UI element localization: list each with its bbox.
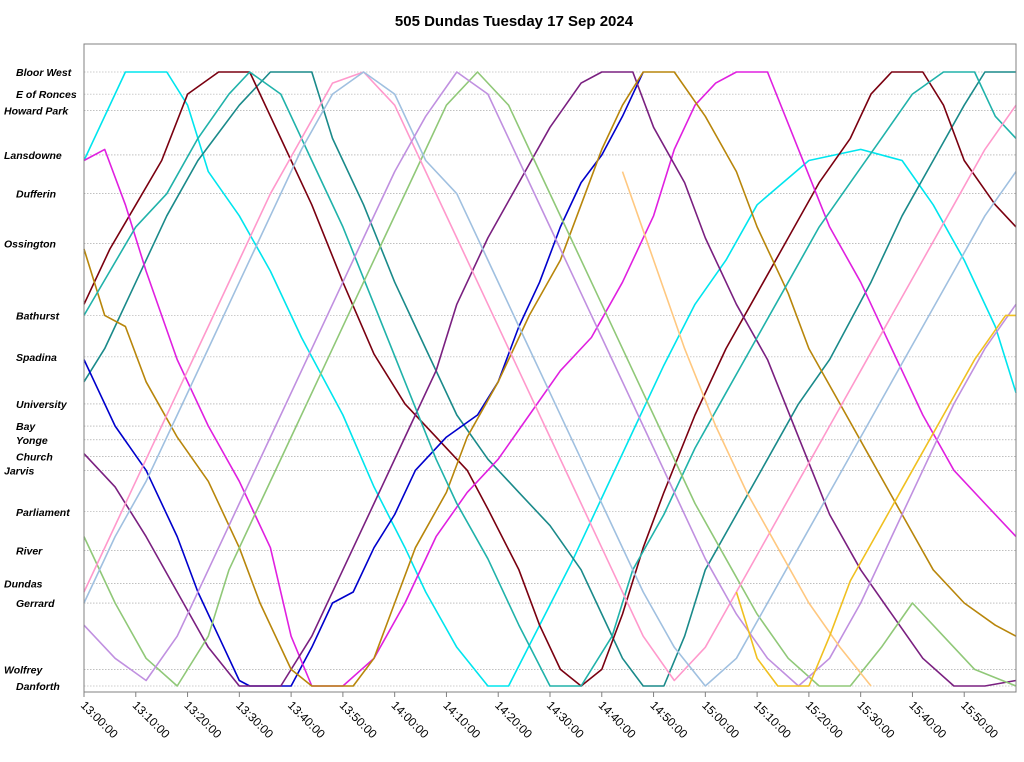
stop-label: University — [16, 399, 68, 411]
stop-label: Spadina — [16, 352, 57, 364]
x-tick-label: 13:10:00 — [130, 698, 173, 741]
vehicle-trace-2 — [83, 71, 1016, 687]
x-tick-label: 15:20:00 — [803, 698, 846, 741]
x-tick-label: 13:30:00 — [233, 698, 276, 741]
vehicle-trace-3 — [83, 71, 1017, 687]
gridlines — [84, 71, 1016, 687]
vehicle-traces — [83, 71, 1017, 687]
stop-label: Gerrard — [16, 598, 55, 610]
stop-label: Dufferin — [16, 189, 56, 201]
stop-label: Parliament — [16, 507, 70, 519]
stop-label: Dundas — [4, 579, 43, 591]
stop-labels: Bloor West E of Ronces Howard Park Lansdown… — [4, 67, 77, 693]
stop-label: Wolfrey — [4, 664, 43, 676]
vehicle-trace-9 — [83, 71, 1017, 687]
x-tick-label: 15:00:00 — [699, 698, 742, 741]
x-tick-labels: 13:00:00 13:10:00 13:20:00 13:30:00 13:40:00… — [78, 692, 1001, 741]
x-tick-label: 13:50:00 — [337, 698, 380, 741]
stop-label: Yonge — [16, 435, 48, 447]
stop-label: E of Ronces — [16, 89, 77, 101]
x-tick-label: 13:00:00 — [78, 698, 121, 741]
vehicle-trace-13 — [621, 171, 872, 687]
stop-label: Danforth — [16, 681, 60, 693]
x-tick-label: 15:40:00 — [906, 698, 949, 741]
stop-label: Church — [16, 451, 53, 463]
vehicle-trace-12 — [83, 71, 1017, 687]
stop-label: Jarvis — [4, 465, 35, 477]
vehicle-trace-4 — [83, 71, 644, 687]
x-tick-label: 14:20:00 — [492, 698, 535, 741]
x-tick-label: 14:50:00 — [647, 698, 690, 741]
vehicle-trace-8 — [83, 71, 1017, 687]
vehicle-trace-7 — [83, 71, 1017, 687]
x-tick-label: 14:30:00 — [544, 698, 587, 741]
stop-label: Lansdowne — [4, 150, 62, 162]
x-tick-label: 15:30:00 — [855, 698, 898, 741]
stop-label: Howard Park — [4, 106, 69, 118]
vehicle-trace-5 — [83, 71, 1017, 687]
vehicle-trace-11 — [83, 71, 1017, 687]
x-tick-label: 13:20:00 — [181, 698, 224, 741]
vehicle-trace-1 — [83, 71, 1017, 687]
x-tick-label: 13:40:00 — [285, 698, 328, 741]
stop-label: Ossington — [4, 238, 56, 250]
x-tick-label: 14:10:00 — [440, 698, 483, 741]
x-tick-label: 14:00:00 — [389, 698, 432, 741]
x-tick-label: 15:10:00 — [751, 698, 794, 741]
stop-label: Bay — [16, 421, 36, 433]
plot-frame — [83, 43, 1017, 693]
x-tick-label: 14:40:00 — [596, 698, 639, 741]
stop-label: Bathurst — [16, 310, 60, 322]
stop-label: Bloor West — [16, 67, 72, 79]
x-tick-label: 15:50:00 — [958, 698, 1001, 741]
stop-label: River — [16, 545, 43, 557]
chart-title: 505 Dundas Tuesday 17 Sep 2024 — [395, 13, 634, 30]
vehicle-trace-6 — [83, 71, 1017, 687]
vehicle-trace-10 — [83, 71, 1017, 682]
vehicle-trace-14 — [735, 314, 1016, 687]
